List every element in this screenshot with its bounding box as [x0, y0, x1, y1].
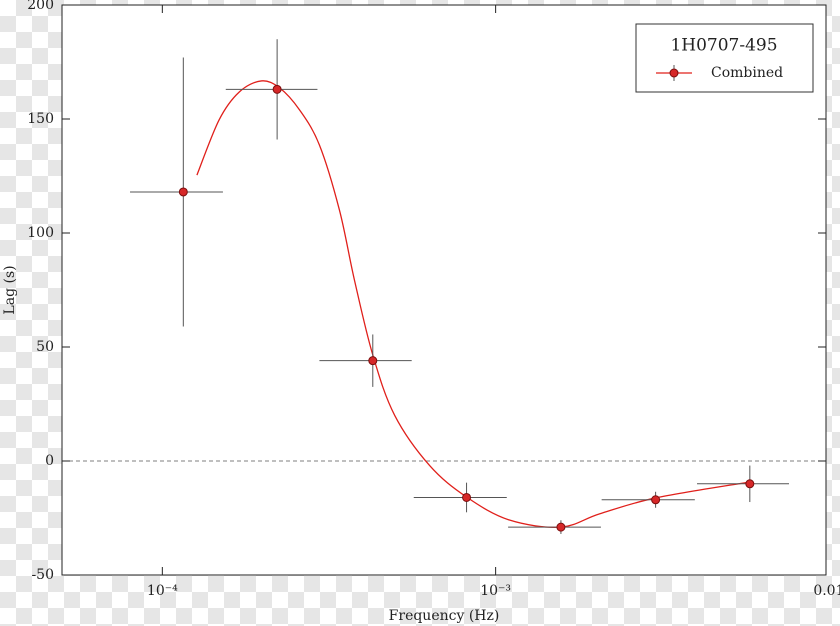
y-tick-label: -50	[31, 567, 54, 583]
legend-box	[635, 23, 814, 93]
y-tick-label: 50	[36, 339, 54, 355]
data-point	[651, 495, 661, 505]
y-tick-label: 100	[27, 225, 54, 241]
legend-label: Combined	[711, 65, 783, 81]
y-tick-label: 0	[45, 453, 54, 469]
data-point	[745, 479, 755, 489]
model-curve	[196, 80, 750, 528]
plot-frame	[61, 4, 827, 576]
data-point	[462, 492, 472, 502]
x-axis-label: Frequency (Hz)	[389, 608, 500, 624]
y-tick-label: 200	[27, 0, 54, 13]
data-point	[368, 356, 378, 366]
x-tick-label: 10⁻⁴	[147, 583, 178, 599]
y-axis-label: Lag (s)	[2, 265, 18, 314]
legend-marker	[669, 68, 679, 78]
x-tick-label: 10⁻³	[480, 583, 511, 599]
data-point	[272, 84, 282, 94]
y-tick-label: 150	[27, 111, 54, 127]
legend: 1H0707-495 Combined	[635, 23, 814, 93]
plot-layer	[62, 39, 826, 534]
data-point	[178, 187, 188, 197]
data-point	[556, 522, 566, 532]
x-tick-label: 0.01	[813, 583, 840, 599]
legend-title: 1H0707-495	[670, 36, 777, 56]
